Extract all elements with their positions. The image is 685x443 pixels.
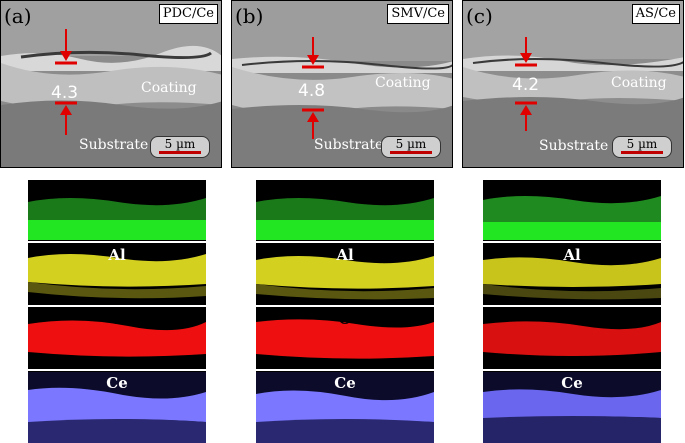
element-label-o-a: O [110,310,124,328]
eds-maps-a: Mg Al O Ce [28,180,206,443]
sem-panel-b: (b) SMV/Ce 4.8 Coating Substrate 5 µm [231,0,453,168]
scale-bar-text-a: 5 µm [164,137,196,151]
sem-panel-a: (a) PDC/Ce 4.3 Coating Substrate 5 µm [0,0,222,168]
element-label-al-c: Al [563,246,581,264]
thickness-marker-b [302,37,324,139]
scale-bar-c: 5 µm [612,136,672,158]
map-divider [483,241,661,243]
element-label-mg-b: Mg [331,182,359,200]
element-label-mg-c: Mg [558,182,586,200]
sem-image-b [232,1,452,167]
substrate-label-c: Substrate [539,138,609,154]
eds-map-al-a: Al [28,244,206,304]
coating-label-b: Coating [375,75,431,91]
scale-bar-a: 5 µm [150,136,210,158]
map-divider [28,241,206,243]
thickness-marker-a [55,29,77,135]
eds-map-al-b: Al [256,244,434,304]
thickness-value-b: 4.8 [298,81,326,101]
element-label-al-a: Al [108,246,126,264]
eds-map-mg-b: Mg [256,180,434,240]
scale-bar-b: 5 µm [381,136,441,158]
eds-maps-c: Mg Al O Ce [483,180,661,443]
thickness-value-c: 4.2 [512,75,540,95]
eds-map-ce-a: Ce [28,372,206,443]
element-label-mg-a: Mg [103,182,131,200]
element-label-ce-c: Ce [561,374,583,392]
sample-name-b: SMV/Ce [387,4,449,24]
coating-label-c: Coating [611,75,667,91]
element-label-ce-a: Ce [106,374,128,392]
eds-map-mg-a: Mg [28,180,206,240]
scale-bar-line-a [159,151,201,154]
scale-bar-text-c: 5 µm [626,137,658,151]
eds-map-ce-b: Ce [256,372,434,443]
eds-map-al-c: Al [483,244,661,304]
panel-label-b: (b) [235,4,264,28]
eds-maps-b: Mg Al O Ce [256,180,434,443]
substrate-label-b: Substrate [314,137,384,153]
element-label-o-c: O [565,310,579,328]
element-label-al-b: Al [336,246,354,264]
map-divider [256,305,434,307]
substrate-label-a: Substrate [79,137,149,153]
sample-name-c: AS/Ce [631,4,680,24]
eds-map-ce-c: Ce [483,372,661,443]
scale-bar-text-b: 5 µm [395,137,427,151]
map-divider [483,305,661,307]
map-divider [28,369,206,371]
eds-map-o-c: O [483,308,661,368]
eds-map-o-b: O [256,308,434,368]
thickness-marker-c [515,37,537,131]
map-divider [256,369,434,371]
panel-label-a: (a) [4,4,32,28]
coating-label-a: Coating [141,80,197,96]
panel-label-c: (c) [466,4,493,28]
scale-bar-line-c [621,151,663,154]
scale-bar-line-b [390,151,432,154]
element-label-ce-b: Ce [334,374,356,392]
eds-map-mg-c: Mg [483,180,661,240]
sample-name-a: PDC/Ce [158,4,218,24]
eds-map-o-a: O [28,308,206,368]
element-label-o-b: O [338,310,352,328]
sem-panel-c: (c) AS/Ce 4.2 Coating Substrate 5 µm [462,0,684,168]
thickness-value-a: 4.3 [51,83,79,103]
map-divider [256,241,434,243]
map-divider [28,305,206,307]
map-divider [483,369,661,371]
